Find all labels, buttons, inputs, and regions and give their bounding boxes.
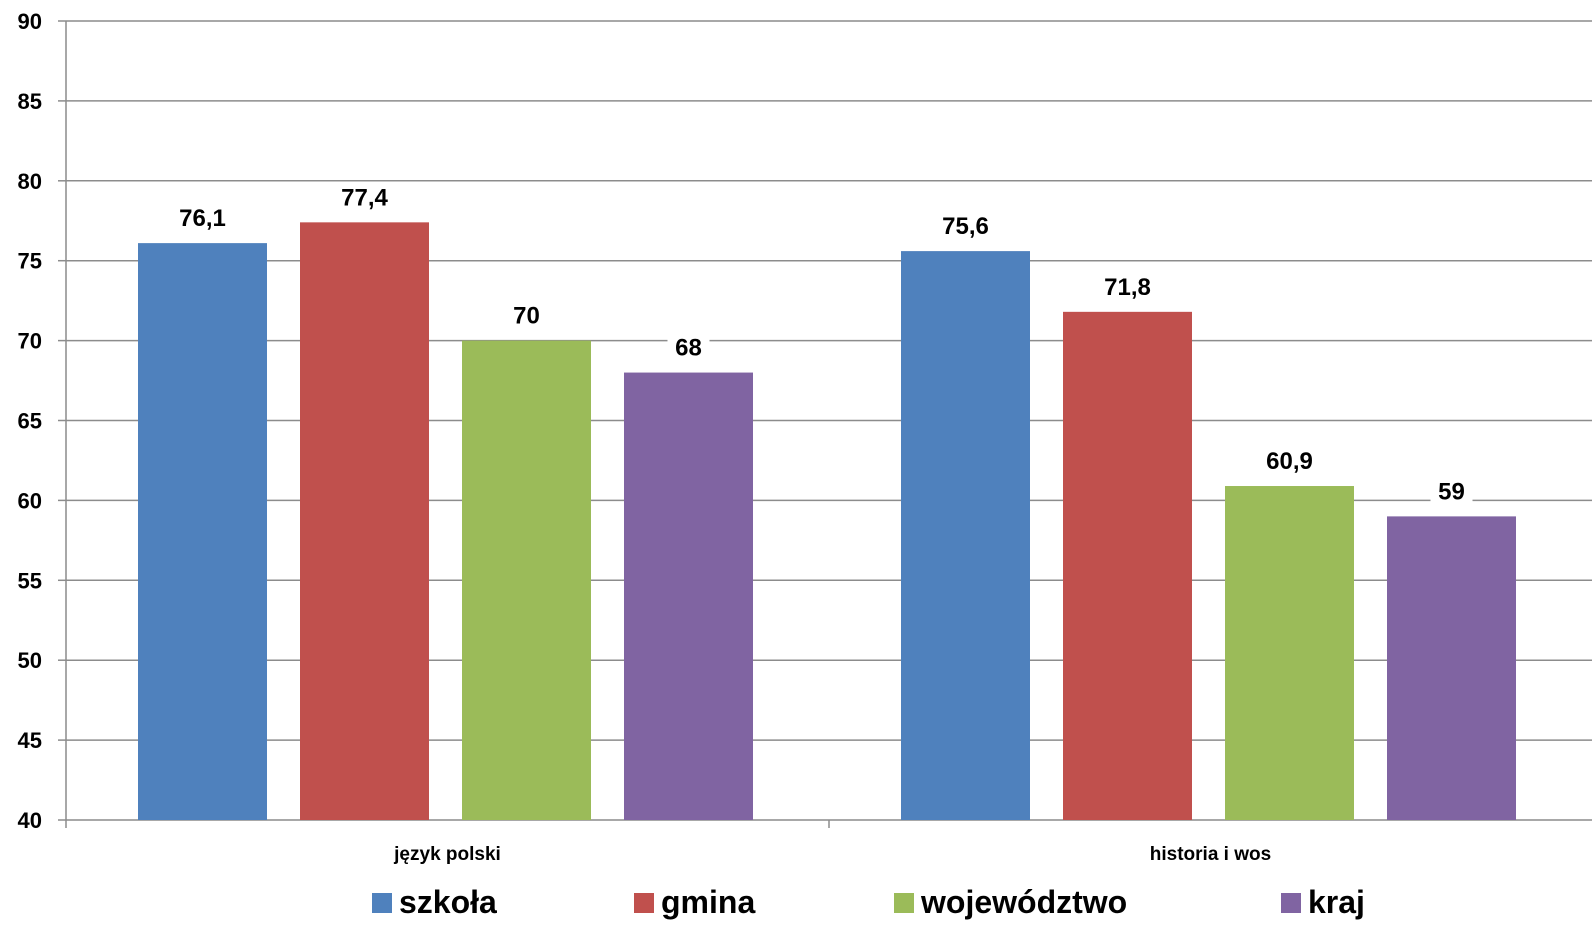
y-tick-label: 50 xyxy=(18,648,42,673)
legend-swatch xyxy=(372,893,392,913)
bar-kraj-2 xyxy=(1387,516,1516,820)
bar-kraj-1 xyxy=(624,372,753,820)
gridlines xyxy=(58,20,1592,821)
legend-item-województwo: województwo xyxy=(894,884,1127,920)
legend: szkoła gmina województwo kraj xyxy=(372,884,1365,920)
data-label-bg xyxy=(667,332,710,363)
data-label-bg xyxy=(167,203,238,234)
legend-item-gmina: gmina xyxy=(634,884,755,920)
bar-województwo-1 xyxy=(462,340,591,820)
y-tick-label: 75 xyxy=(18,249,42,274)
data-label: 68 xyxy=(675,335,702,362)
y-tick-label: 70 xyxy=(18,329,42,354)
data-label: 76,1 xyxy=(179,205,226,232)
bar-gmina-1 xyxy=(300,222,429,820)
bars xyxy=(138,222,1516,820)
y-tick-label: 45 xyxy=(18,728,42,753)
data-label-bg xyxy=(1430,476,1473,507)
y-tick-label: 90 xyxy=(18,9,42,34)
legend-label: gmina xyxy=(661,884,755,920)
data-label: 60,9 xyxy=(1266,448,1313,475)
data-label: 71,8 xyxy=(1104,274,1151,301)
legend-label: kraj xyxy=(1308,884,1365,920)
data-label-bg xyxy=(329,182,400,213)
legend-swatch xyxy=(634,893,654,913)
data-label: 59 xyxy=(1438,478,1465,505)
legend-label: szkoła xyxy=(399,884,497,920)
legend-swatch xyxy=(1281,893,1301,913)
bar-szkoła-2 xyxy=(901,251,1030,820)
bar-gmina-2 xyxy=(1063,311,1192,820)
data-label: 70 xyxy=(513,303,540,330)
y-tick-label: 55 xyxy=(18,568,42,593)
x-axis-category-labels: język polski historia i wos xyxy=(393,844,1271,865)
legend-item-kraj: kraj xyxy=(1281,884,1365,920)
data-label-bg xyxy=(505,300,548,331)
legend-label: województwo xyxy=(920,884,1127,920)
y-tick-label: 60 xyxy=(18,488,42,513)
bar-województwo-2 xyxy=(1225,486,1354,820)
legend-swatch xyxy=(894,893,914,913)
data-label: 75,6 xyxy=(942,213,989,240)
legend-item-szkoła: szkoła xyxy=(372,884,497,920)
data-label-bg xyxy=(930,211,1001,242)
data-label-bg xyxy=(1092,271,1163,302)
data-label: 77,4 xyxy=(341,184,388,211)
y-tick-label: 85 xyxy=(18,89,42,114)
y-axis-tick-labels: 90 85 80 75 70 65 60 55 50 45 40 xyxy=(18,9,42,833)
y-tick-label: 80 xyxy=(18,169,42,194)
x-category-label: historia i wos xyxy=(1150,844,1271,865)
x-category-label: język polski xyxy=(393,844,501,865)
data-labels: 76,1 77,4 70 68 75,6 71,8 60,9 59 xyxy=(167,182,1473,507)
bar-szkoła-1 xyxy=(138,243,267,820)
y-tick-label: 65 xyxy=(18,409,42,434)
y-tick-label: 40 xyxy=(18,808,42,833)
data-label-bg xyxy=(1254,446,1325,477)
